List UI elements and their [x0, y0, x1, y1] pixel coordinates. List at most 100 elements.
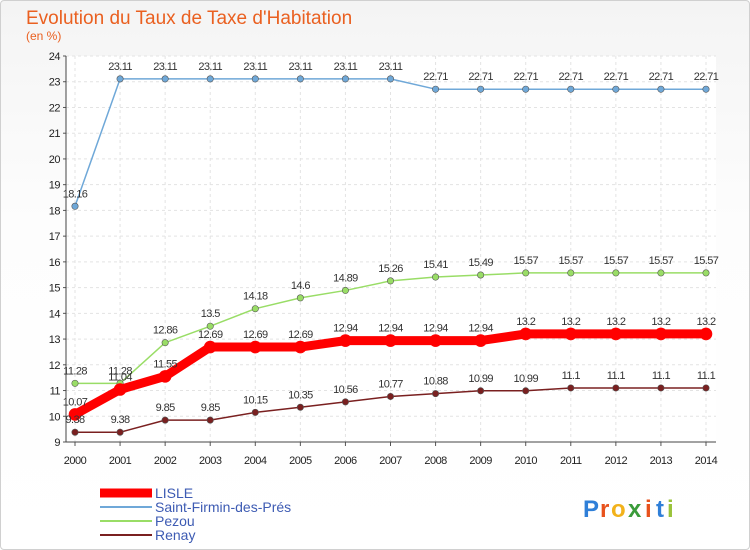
logo-letter: i — [667, 496, 674, 523]
x-tick-label: 2013 — [650, 455, 673, 467]
data-point — [609, 327, 623, 341]
data-label: 12.94 — [333, 323, 358, 335]
x-tick-label: 2012 — [605, 455, 628, 467]
data-label: 23.11 — [288, 61, 312, 73]
data-label: 23.11 — [334, 61, 358, 73]
data-label: 13.2 — [516, 316, 535, 328]
data-label: 12.94 — [378, 323, 403, 335]
data-point — [657, 384, 665, 392]
data-label: 10.07 — [63, 396, 88, 408]
data-point — [296, 75, 304, 83]
data-point — [71, 379, 79, 387]
data-point — [429, 334, 442, 347]
legend-label: LISLE — [155, 485, 193, 501]
data-point — [702, 269, 710, 277]
chart-subtitle: (en %) — [26, 29, 61, 43]
data-point — [386, 392, 394, 400]
data-point — [702, 384, 710, 392]
y-tick-label: 22 — [49, 102, 61, 114]
data-label: 9.38 — [111, 414, 130, 426]
y-tick-label: 9 — [54, 437, 60, 449]
y-tick-label: 12 — [49, 360, 61, 372]
data-label: 11.1 — [697, 370, 716, 382]
y-tick-label: 19 — [49, 180, 61, 192]
data-label: 15.57 — [559, 255, 584, 267]
data-point — [206, 75, 214, 83]
data-label: 13.5 — [201, 308, 220, 320]
logo-letter: P — [583, 496, 599, 523]
data-label: 13.2 — [561, 316, 580, 328]
data-point — [657, 85, 665, 93]
data-label: 15.57 — [513, 255, 538, 267]
data-point — [251, 305, 259, 313]
data-point — [71, 202, 79, 210]
data-label: 11.28 — [108, 365, 132, 377]
y-tick-label: 15 — [49, 283, 61, 295]
data-label: 13.2 — [651, 316, 670, 328]
x-tick-label: 2000 — [64, 455, 87, 467]
data-point — [654, 327, 668, 341]
data-point — [477, 85, 485, 93]
grid — [66, 55, 716, 443]
x-tick-label: 2004 — [244, 455, 267, 467]
data-label: 22.71 — [513, 71, 538, 83]
data-label: 13.2 — [696, 316, 715, 328]
data-point — [432, 273, 440, 281]
data-label: 23.11 — [198, 61, 222, 73]
data-point — [474, 334, 487, 347]
data-point — [251, 75, 259, 83]
data-point — [113, 383, 127, 396]
data-point — [206, 416, 214, 424]
data-label: 15.57 — [694, 255, 719, 267]
data-point — [116, 428, 124, 436]
series-layer — [68, 75, 713, 436]
y-tick-label: 16 — [49, 257, 61, 269]
data-point — [339, 334, 352, 347]
y-tick-label: 17 — [49, 231, 61, 243]
data-label: 15.57 — [604, 255, 629, 267]
x-tick-label: 2008 — [424, 455, 447, 467]
data-point — [296, 294, 304, 302]
data-label: 12.69 — [198, 329, 223, 341]
data-point — [341, 286, 349, 294]
data-point — [206, 322, 214, 330]
y-tick-label: 20 — [49, 154, 61, 166]
data-label: 23.11 — [379, 61, 403, 73]
x-tick-label: 2007 — [379, 455, 402, 467]
data-point — [68, 408, 82, 421]
y-tick-label: 18 — [49, 205, 61, 217]
data-point — [702, 85, 710, 93]
logo-letter: r — [600, 496, 609, 523]
logo-letter: o — [611, 496, 626, 523]
chart-title: Evolution du Taux de Taxe d'Habitation — [26, 8, 352, 29]
data-label: 9.85 — [201, 402, 220, 414]
data-label: 9.38 — [65, 414, 84, 426]
data-label: 13.2 — [606, 316, 625, 328]
data-label: 22.71 — [468, 71, 493, 83]
data-label: 10.88 — [423, 376, 448, 388]
y-tick-label: 14 — [49, 308, 61, 320]
x-tick-label: 2010 — [514, 455, 537, 467]
data-label: 15.41 — [423, 259, 448, 271]
x-tick-label: 2014 — [695, 455, 718, 467]
data-label: 15.26 — [378, 263, 403, 275]
y-tick-label: 11 — [50, 386, 61, 398]
data-point — [161, 416, 169, 424]
legend-label: Saint-Firmin-des-Prés — [155, 499, 291, 515]
data-point — [567, 269, 575, 277]
data-label: 15.49 — [468, 257, 493, 269]
legend-label: Pezou — [155, 513, 195, 529]
data-point — [432, 390, 440, 398]
y-tick-label: 23 — [49, 77, 61, 89]
data-label: 22.71 — [694, 71, 719, 83]
data-label: 10.56 — [333, 384, 358, 396]
data-label: 23.11 — [108, 61, 132, 73]
data-label: 9.85 — [156, 402, 175, 414]
legend-label: Renay — [155, 527, 195, 543]
data-point — [116, 75, 124, 83]
data-label: 14.6 — [291, 280, 310, 292]
data-point — [477, 387, 485, 395]
data-point — [71, 428, 79, 436]
